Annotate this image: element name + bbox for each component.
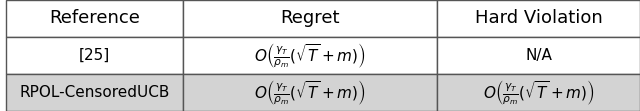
- Bar: [183, 74, 437, 111]
- Bar: [6, 37, 183, 74]
- Bar: [437, 0, 640, 37]
- Bar: [183, 0, 437, 37]
- Text: $O\left(\frac{\gamma_T}{\rho_m}(\sqrt{T}+m)\right)$: $O\left(\frac{\gamma_T}{\rho_m}(\sqrt{T}…: [254, 78, 366, 107]
- Bar: [437, 74, 640, 111]
- Text: RPOL-CensoredUCB: RPOL-CensoredUCB: [19, 85, 170, 100]
- Bar: [437, 37, 640, 74]
- Text: [25]: [25]: [79, 48, 110, 63]
- Text: $O\left(\frac{\gamma_T}{\rho_m}(\sqrt{T}+m)\right)$: $O\left(\frac{\gamma_T}{\rho_m}(\sqrt{T}…: [483, 78, 595, 107]
- Bar: [6, 74, 183, 111]
- Bar: [183, 37, 437, 74]
- Text: Hard Violation: Hard Violation: [475, 9, 602, 28]
- Text: Regret: Regret: [280, 9, 340, 28]
- Text: Reference: Reference: [49, 9, 140, 28]
- Text: N/A: N/A: [525, 48, 552, 63]
- Bar: [6, 0, 183, 37]
- Text: $O\left(\frac{\gamma_T}{\rho_m}(\sqrt{T}+m)\right)$: $O\left(\frac{\gamma_T}{\rho_m}(\sqrt{T}…: [254, 41, 366, 70]
